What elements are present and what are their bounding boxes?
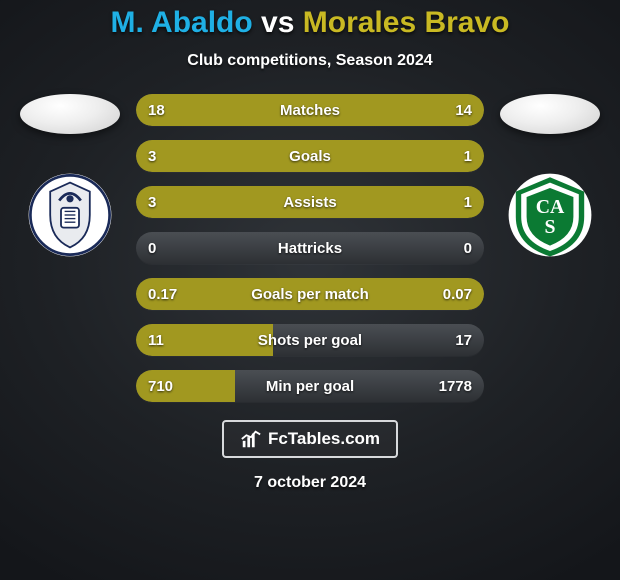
stat-row: 31Assists: [136, 186, 484, 218]
stat-left-value: 11: [148, 324, 164, 356]
comparison-area: 1814Matches31Goals31Assists00Hattricks0.…: [0, 94, 620, 402]
bar-fill-left: [136, 140, 397, 172]
left-player-col: [20, 94, 120, 260]
stat-row: 00Hattricks: [136, 232, 484, 264]
title-vs: vs: [253, 6, 303, 39]
chart-icon: [240, 428, 262, 450]
stat-left-value: 0: [148, 232, 156, 264]
bar-track: [136, 232, 484, 264]
stat-left-value: 0.17: [148, 278, 177, 310]
shield-icon: CA S: [505, 170, 595, 260]
club-right-badge: CA S: [505, 170, 595, 260]
stat-right-value: 1: [464, 140, 472, 172]
stat-left-value: 3: [148, 140, 156, 172]
page-title: M. Abaldo vs Morales Bravo: [110, 6, 509, 40]
player-right-avatar: [500, 94, 600, 134]
bar-fill-left: [136, 186, 397, 218]
source-logo[interactable]: FcTables.com: [222, 420, 398, 458]
svg-text:CA: CA: [536, 196, 565, 218]
source-logo-text: FcTables.com: [268, 429, 380, 449]
player-left-name: M. Abaldo: [110, 6, 252, 39]
bar-fill-left: [136, 94, 332, 126]
player-left-avatar: [20, 94, 120, 134]
date-label: 7 october 2024: [254, 474, 366, 492]
stat-row: 7101778Min per goal: [136, 370, 484, 402]
player-right-name: Morales Bravo: [303, 6, 510, 39]
stat-row: 1814Matches: [136, 94, 484, 126]
stat-left-value: 710: [148, 370, 173, 402]
stat-left-value: 3: [148, 186, 156, 218]
svg-text:S: S: [544, 216, 555, 238]
stat-row: 31Goals: [136, 140, 484, 172]
stat-right-value: 17: [455, 324, 472, 356]
stat-right-value: 0: [464, 232, 472, 264]
stat-left-value: 18: [148, 94, 165, 126]
right-player-col: CA S: [500, 94, 600, 260]
stat-row: 1117Shots per goal: [136, 324, 484, 356]
stat-right-value: 1778: [439, 370, 472, 402]
stat-right-value: 0.07: [443, 278, 472, 310]
stat-right-value: 14: [455, 94, 472, 126]
comparison-bars: 1814Matches31Goals31Assists00Hattricks0.…: [136, 94, 484, 402]
stat-row: 0.170.07Goals per match: [136, 278, 484, 310]
stat-right-value: 1: [464, 186, 472, 218]
club-left-badge: [25, 170, 115, 260]
subtitle: Club competitions, Season 2024: [187, 52, 432, 70]
shield-icon: [25, 170, 115, 260]
